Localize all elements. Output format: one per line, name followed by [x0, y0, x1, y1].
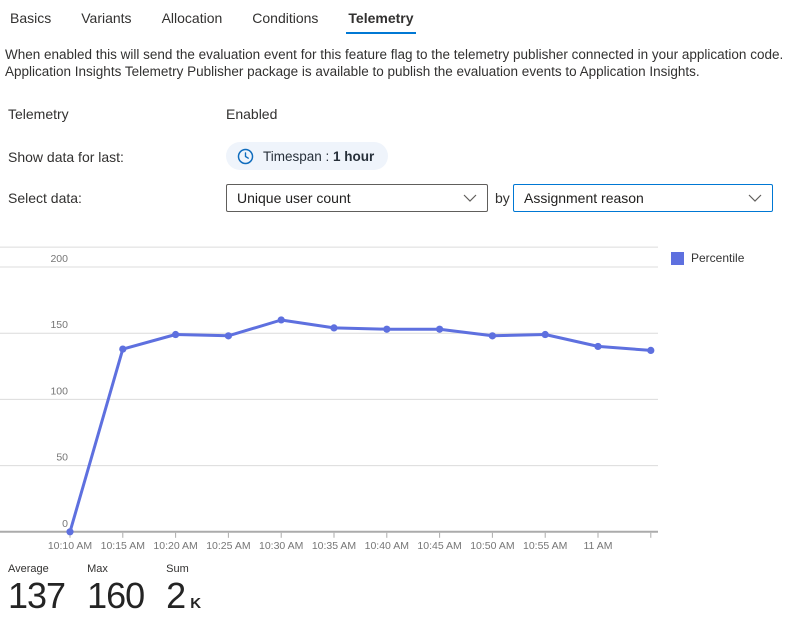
svg-text:10:10 AM: 10:10 AM — [48, 540, 92, 552]
svg-text:10:40 AM: 10:40 AM — [365, 540, 409, 552]
metric-dropdown-value: Unique user count — [237, 190, 351, 206]
svg-text:200: 200 — [50, 253, 68, 265]
select-data-label: Select data: — [8, 190, 82, 206]
svg-text:10:15 AM: 10:15 AM — [101, 540, 145, 552]
stat-average-label: Average — [8, 563, 49, 575]
stat-sum-suffix: K — [190, 595, 202, 612]
clock-icon — [237, 148, 254, 165]
dimension-dropdown[interactable]: Assignment reason — [513, 184, 773, 212]
tab-allocation[interactable]: Allocation — [161, 10, 223, 26]
svg-text:0: 0 — [62, 518, 68, 530]
by-label: by — [495, 190, 510, 206]
telemetry-line-chart: 0 50 100 150 200 10:10 AM 10:15 AM 10:20 AM 10:2… — [0, 246, 658, 552]
svg-text:100: 100 — [50, 385, 68, 397]
svg-text:10:30 AM: 10:30 AM — [259, 540, 303, 552]
svg-text:10:35 AM: 10:35 AM — [312, 540, 356, 552]
tab-telemetry[interactable]: Telemetry — [346, 6, 416, 34]
stat-max: Max 160 — [87, 563, 145, 625]
tab-conditions[interactable]: Conditions — [252, 10, 319, 26]
metric-dropdown[interactable]: Unique user count — [226, 184, 488, 212]
stat-average: Average 137 — [8, 563, 66, 625]
tab-basics[interactable]: Basics — [10, 10, 52, 26]
timespan-filter-chip[interactable]: Timespan : 1 hour — [226, 142, 389, 170]
stat-sum-label: Sum — [166, 563, 189, 575]
stat-max-value: 160 — [87, 575, 145, 616]
svg-text:150: 150 — [50, 319, 68, 331]
legend-item-percentile[interactable]: Percentile — [671, 251, 744, 265]
legend-swatch — [671, 251, 684, 265]
svg-text:10:50 AM: 10:50 AM — [470, 540, 514, 552]
telemetry-status-value: Enabled — [226, 106, 278, 122]
stat-average-value: 137 — [8, 575, 66, 616]
legend-label: Percentile — [691, 251, 745, 265]
telemetry-label: Telemetry — [8, 106, 69, 122]
show-data-label: Show data for last: — [8, 149, 124, 165]
svg-text:10:55 AM: 10:55 AM — [523, 540, 567, 552]
svg-text:10:20 AM: 10:20 AM — [153, 540, 197, 552]
tab-bar: Basics Variants Allocation Conditions Te… — [8, 6, 416, 34]
svg-text:50: 50 — [56, 452, 68, 464]
svg-text:10:45 AM: 10:45 AM — [417, 540, 461, 552]
timespan-chip-text: Timespan : 1 hour — [263, 148, 375, 164]
dimension-dropdown-value: Assignment reason — [524, 190, 644, 206]
timespan-chip-value: 1 hour — [333, 148, 375, 164]
svg-text:10:25 AM: 10:25 AM — [206, 540, 250, 552]
chevron-down-icon — [748, 194, 762, 202]
chevron-down-icon — [463, 194, 477, 202]
tab-variants[interactable]: Variants — [81, 10, 132, 26]
svg-text:11 AM: 11 AM — [584, 540, 613, 552]
stat-max-label: Max — [87, 563, 108, 575]
telemetry-description: When enabled this will send the evaluati… — [5, 47, 784, 79]
